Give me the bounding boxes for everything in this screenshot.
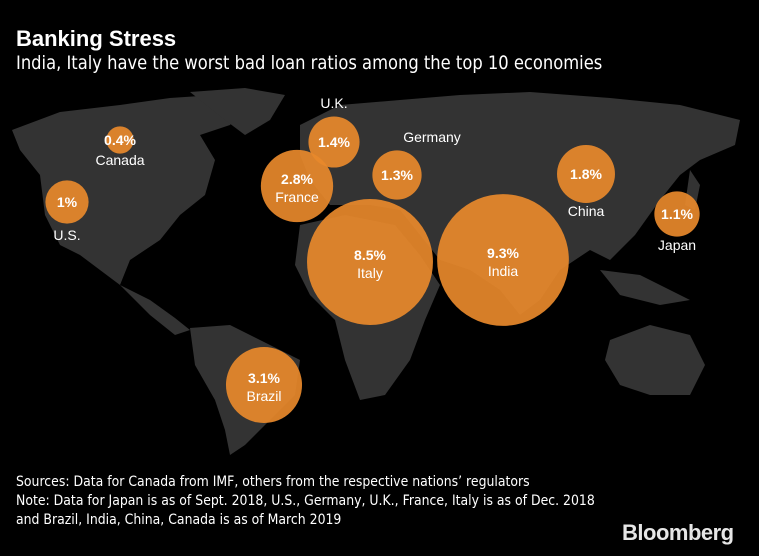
value-label: 1.4% (318, 134, 350, 150)
country-label: India (488, 263, 519, 279)
country-label: Brazil (246, 388, 281, 404)
country-label: Germany (403, 129, 461, 145)
central-america-shape (120, 285, 190, 335)
country-label: Italy (357, 265, 383, 281)
country-label: China (568, 203, 605, 219)
bubbles-layer: 0.4% Canada 1% U.S. 1.4% U.K. 2.8% France 1.3% Ge… (45, 95, 700, 424)
value-label: 3.1% (248, 370, 280, 386)
country-label: U.K. (320, 95, 347, 111)
note-text: Note: Data for Japan is as of Sept. 2018… (16, 493, 595, 528)
value-label: 1% (57, 194, 78, 210)
bubble-india (437, 194, 569, 326)
value-label: 1.3% (381, 167, 413, 183)
bubble-canada (106, 126, 134, 154)
chart-title: Banking Stress (16, 26, 177, 51)
bubble-germany (372, 150, 422, 200)
value-label: 1.8% (570, 166, 602, 182)
country-label: France (275, 189, 319, 205)
bubble-brazil (225, 346, 303, 424)
country-label: Japan (658, 237, 696, 253)
value-label: 8.5% (354, 247, 386, 263)
bubble-uk (308, 116, 360, 168)
country-label: U.S. (53, 227, 80, 243)
country-label: Canada (95, 152, 144, 168)
bubble-france (260, 149, 334, 223)
value-label: 2.8% (281, 171, 313, 187)
bubble-japan (654, 191, 700, 237)
value-label: 9.3% (487, 245, 519, 261)
north-america-shape (12, 95, 240, 285)
value-label: 1.1% (661, 206, 693, 222)
bubble-italy (307, 199, 433, 325)
southeast-asia-shape (600, 270, 690, 305)
australia-shape (605, 325, 705, 395)
bloomberg-logo: Bloomberg (622, 520, 734, 545)
sources-text: Sources: Data for Canada from IMF, other… (16, 474, 530, 490)
chart-subtitle: India, Italy have the worst bad loan rat… (16, 52, 603, 74)
footnotes: Sources: Data for Canada from IMF, other… (16, 473, 601, 530)
bubble-china (557, 145, 615, 203)
greenland-shape (190, 88, 285, 135)
bubble-us (45, 180, 89, 224)
value-label: 0.4% (104, 132, 136, 148)
